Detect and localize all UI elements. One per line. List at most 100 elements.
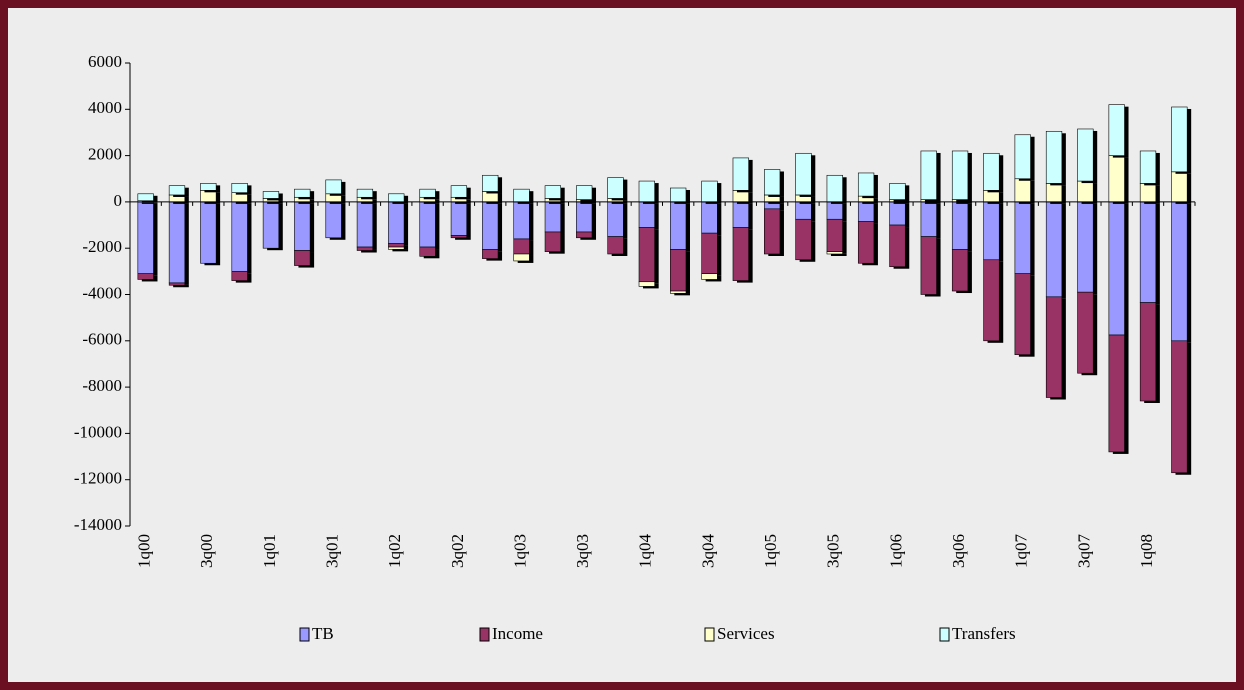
bar-segment (826, 201, 843, 220)
x-tick-label: 3q01 (323, 534, 342, 568)
bar-segment (951, 201, 969, 250)
bar-segment (670, 290, 687, 294)
bar-segment (1139, 150, 1157, 184)
bar-segment (450, 235, 468, 239)
bar-segment (168, 185, 186, 196)
bar-shadow (141, 202, 158, 204)
bar-segment (231, 183, 248, 193)
bar-segment (732, 201, 749, 228)
bar-segment (231, 271, 248, 281)
bar-segment (356, 246, 374, 251)
bar-segment (1077, 291, 1094, 374)
bar-segment (638, 281, 655, 287)
bar-segment (701, 180, 718, 203)
bar-segment (983, 259, 1000, 342)
bar-segment (857, 201, 875, 222)
bar-segment (1014, 134, 1031, 180)
bar-segment (1045, 296, 1063, 398)
bar-segment (638, 180, 655, 203)
bar-segment (1171, 171, 1188, 203)
bar-segment (200, 201, 217, 264)
bar-segment (388, 201, 405, 244)
bar-segment (168, 282, 186, 286)
bar-segment (983, 152, 1000, 191)
bar-segment (764, 208, 781, 255)
y-tick-label: -12000 (74, 469, 122, 488)
bar-segment (1045, 183, 1063, 203)
bar-segment (826, 251, 843, 255)
x-tick-label: 3q04 (698, 534, 717, 569)
bar-segment (419, 201, 436, 248)
x-tick-label: 3q00 (197, 534, 216, 568)
bar-segment (513, 253, 530, 262)
bar-segment (388, 193, 405, 203)
legend-label: Services (717, 624, 775, 643)
bar-segment (983, 201, 1000, 261)
bar-segment (419, 188, 436, 198)
y-tick-label: -2000 (82, 237, 122, 256)
bar-segment (732, 157, 749, 191)
legend-swatch (479, 627, 490, 642)
bar-segment (294, 250, 311, 266)
bar-segment (576, 201, 593, 233)
bar-segment (670, 249, 687, 292)
bar-segment (920, 150, 937, 200)
bar-segment (1014, 201, 1031, 274)
legend-swatch (704, 627, 715, 642)
bar-segment (951, 150, 969, 200)
bar-segment (951, 249, 969, 292)
bar-segment (576, 185, 593, 200)
bar-segment (544, 201, 561, 233)
x-tick-label: 1q08 (1137, 534, 1156, 568)
bar-segment (1108, 334, 1125, 453)
bar-segment (857, 172, 875, 197)
bar-segment (795, 152, 812, 196)
bar-segment (1171, 340, 1188, 474)
bar-segment (262, 201, 280, 249)
bar-segment (513, 201, 530, 240)
bar-segment (889, 201, 906, 226)
bar-segment (576, 231, 593, 239)
x-tick-label: 3q05 (824, 534, 843, 568)
bar-segment (544, 231, 561, 252)
bar-segment (1045, 201, 1063, 298)
bar-segment (137, 273, 154, 280)
bar-segment (450, 201, 468, 236)
y-tick-label: -14000 (74, 515, 122, 534)
x-tick-label: 1q07 (1012, 534, 1031, 569)
bar-segment (889, 224, 906, 268)
y-tick-label: -6000 (82, 330, 122, 349)
bar-segment (795, 201, 812, 220)
bar-segment (607, 177, 624, 199)
bar-segment (1171, 106, 1188, 173)
bar-segment (1139, 183, 1157, 203)
bar-segment (1139, 201, 1157, 303)
legend-label: TB (312, 624, 334, 643)
x-tick-label: 3q06 (949, 534, 968, 568)
bar-segment (419, 246, 436, 257)
bar-segment (294, 188, 311, 198)
y-tick-label: -4000 (82, 283, 122, 302)
x-tick-label: 1q06 (886, 534, 905, 568)
bar-shadow (924, 201, 941, 204)
bar-segment (920, 236, 937, 295)
bar-segment (826, 218, 843, 252)
bar-segment (482, 201, 499, 250)
bar-segment (325, 201, 342, 239)
legend-swatch (299, 627, 310, 642)
bar-segment (1108, 104, 1125, 156)
bar-segment (482, 249, 499, 259)
bar-segment (701, 273, 718, 280)
y-tick-label: -8000 (82, 376, 122, 395)
bar-segment (764, 169, 781, 196)
x-tick-label: 3q03 (573, 534, 592, 568)
bar-shadow (830, 253, 847, 256)
x-tick-label: 1q00 (135, 534, 154, 568)
bar-segment (325, 179, 342, 195)
y-tick-label: 2000 (88, 145, 122, 164)
bar-shadow (455, 237, 471, 240)
bar-segment (1171, 201, 1188, 342)
y-tick-label: 4000 (88, 98, 122, 117)
bar-segment (638, 201, 655, 228)
